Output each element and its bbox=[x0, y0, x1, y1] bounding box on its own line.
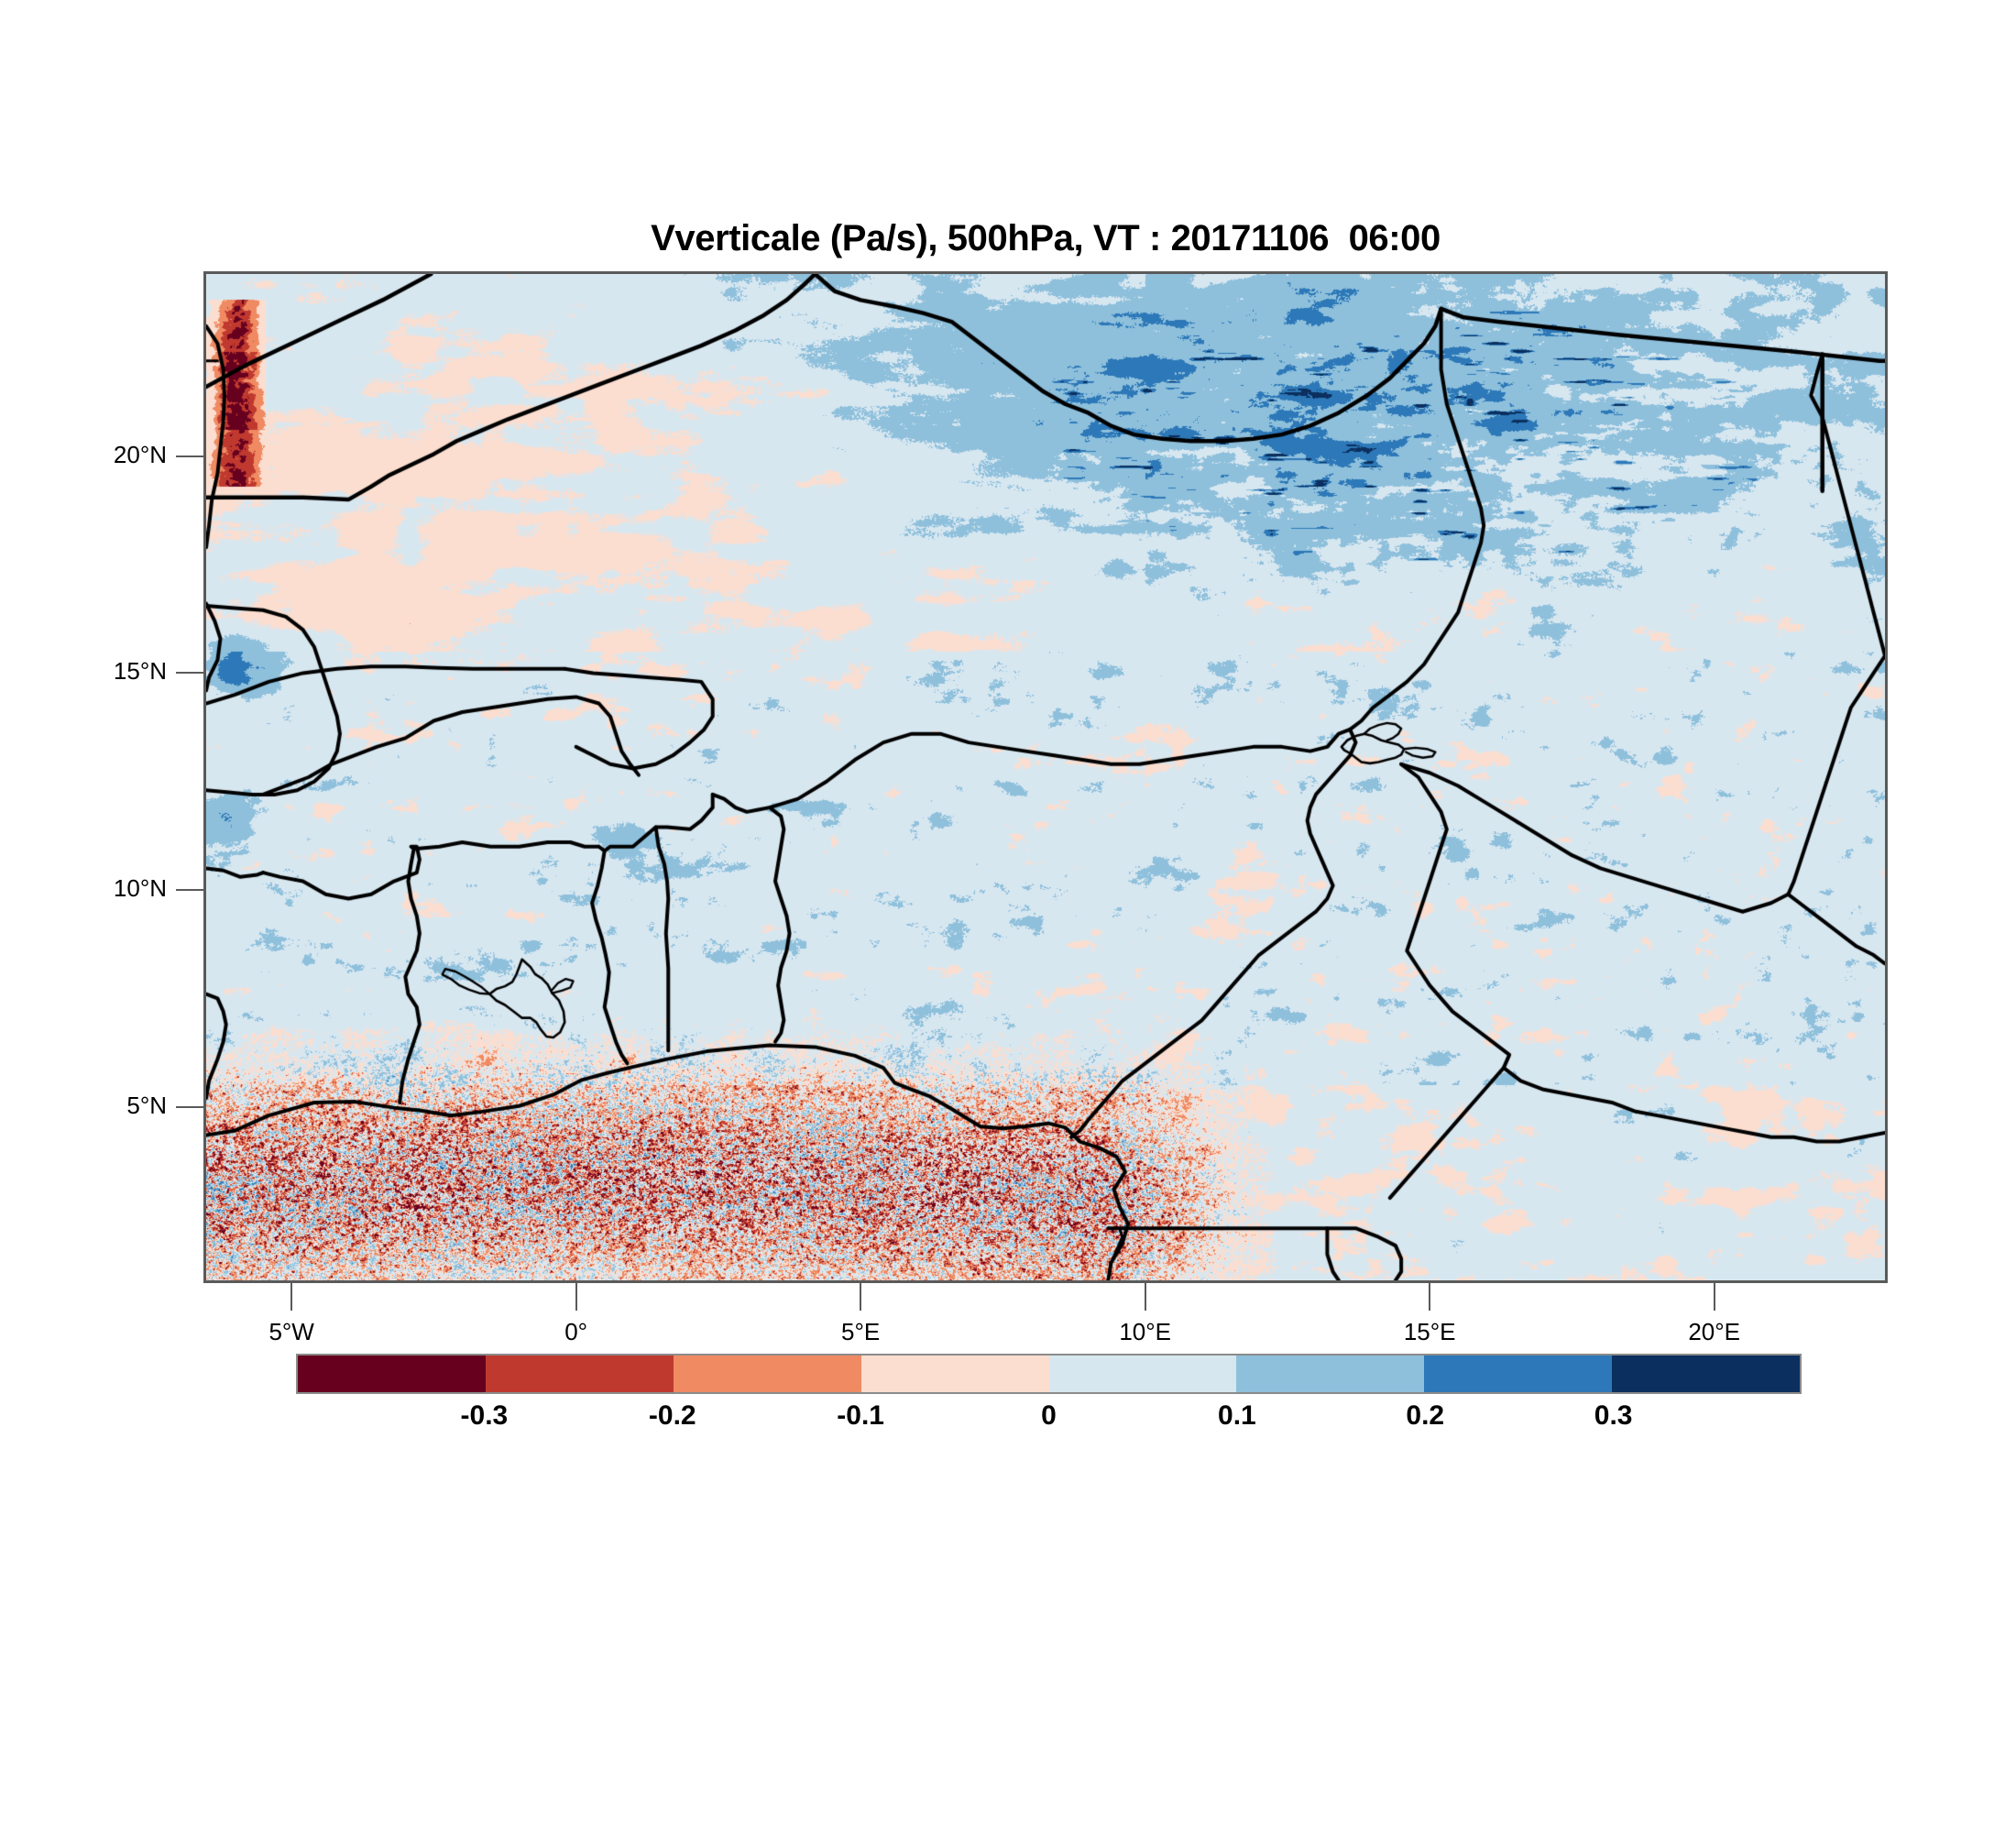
colorbar bbox=[296, 1354, 1802, 1394]
map-plot-area bbox=[203, 271, 1888, 1283]
colorbar-swatch bbox=[485, 1356, 674, 1392]
colorbar-swatch bbox=[673, 1356, 861, 1392]
colorbar-tick-label: -0.1 bbox=[837, 1400, 884, 1431]
longitude-tick-label: 20°E bbox=[1688, 1318, 1741, 1345]
colorbar-tick-label: -0.2 bbox=[648, 1400, 696, 1431]
vertical-velocity-heatmap bbox=[206, 274, 1885, 1280]
longitude-tick-label: 10°E bbox=[1119, 1318, 1171, 1345]
longitude-tick bbox=[575, 1283, 577, 1311]
longitude-tick bbox=[290, 1283, 293, 1311]
colorbar-swatch bbox=[1612, 1356, 1800, 1392]
page-title: Vverticale (Pa/s), 500hPa, VT : 20171106… bbox=[651, 218, 1441, 258]
longitude-tick bbox=[1713, 1283, 1715, 1311]
colorbar-swatch bbox=[298, 1356, 486, 1392]
latitude-tick bbox=[176, 455, 203, 457]
latitude-tick bbox=[176, 889, 203, 892]
longitude-tick bbox=[860, 1283, 862, 1311]
colorbar-tick-label: 0.3 bbox=[1594, 1400, 1633, 1431]
colorbar-swatch bbox=[1048, 1356, 1237, 1392]
longitude-tick-label: 5°W bbox=[268, 1318, 314, 1345]
colorbar-swatch bbox=[1424, 1356, 1613, 1392]
colorbar-tick-label: 0 bbox=[1041, 1400, 1057, 1431]
colorbar-tick-label: 0.2 bbox=[1406, 1400, 1445, 1431]
longitude-tick bbox=[1144, 1283, 1146, 1311]
colorbar-swatches bbox=[296, 1354, 1802, 1394]
latitude-tick bbox=[176, 672, 203, 675]
longitude-tick bbox=[1429, 1283, 1431, 1311]
latitude-tick bbox=[176, 1105, 203, 1108]
latitude-tick-label: 20°N bbox=[113, 440, 167, 468]
colorbar-tick-label: -0.3 bbox=[460, 1400, 509, 1431]
colorbar-swatch bbox=[1236, 1356, 1425, 1392]
latitude-tick-label: 15°N bbox=[113, 657, 167, 686]
longitude-tick-label: 0° bbox=[564, 1318, 588, 1345]
longitude-tick-label: 5°E bbox=[841, 1318, 881, 1345]
longitude-tick-label: 15°E bbox=[1403, 1318, 1456, 1345]
colorbar-tick-label: 0.1 bbox=[1218, 1400, 1256, 1431]
latitude-tick-label: 5°N bbox=[126, 1091, 167, 1119]
colorbar-swatch bbox=[860, 1356, 1049, 1392]
latitude-tick-label: 10°N bbox=[113, 874, 167, 903]
